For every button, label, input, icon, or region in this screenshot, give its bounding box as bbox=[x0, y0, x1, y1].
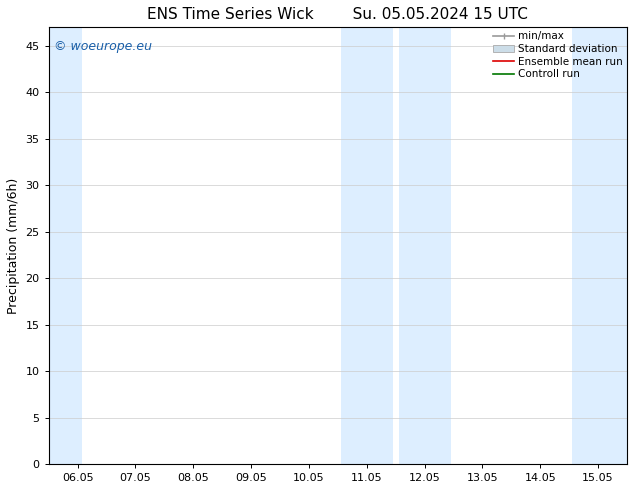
Text: © woeurope.eu: © woeurope.eu bbox=[55, 40, 152, 53]
Legend: min/max, Standard deviation, Ensemble mean run, Controll run: min/max, Standard deviation, Ensemble me… bbox=[491, 29, 625, 81]
Y-axis label: Precipitation (mm/6h): Precipitation (mm/6h) bbox=[7, 177, 20, 314]
Bar bbox=[572, 27, 627, 464]
Bar bbox=[340, 27, 393, 464]
Title: ENS Time Series Wick        Su. 05.05.2024 15 UTC: ENS Time Series Wick Su. 05.05.2024 15 U… bbox=[148, 7, 528, 22]
Bar bbox=[399, 27, 451, 464]
Bar bbox=[49, 27, 82, 464]
